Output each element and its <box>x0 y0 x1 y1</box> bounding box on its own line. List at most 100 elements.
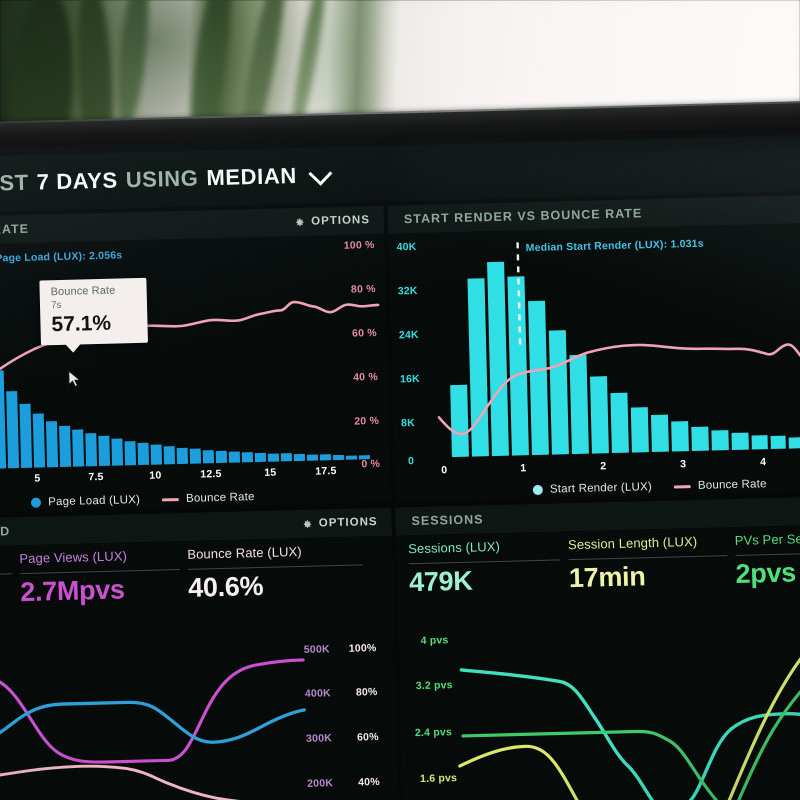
panel-sessions: SESSIONS Sessions (LUX) 479K <box>395 494 800 800</box>
legend-item-bounce-rate[interactable]: Bounce Rate <box>673 478 767 492</box>
panel-title: START RENDER VS BOUNCE RATE <box>403 206 643 227</box>
y-tick: 1.6 pvs <box>419 772 458 786</box>
chart-page-load-vs-bounce-rate[interactable] <box>0 234 391 514</box>
y-tick: 80% <box>355 686 378 699</box>
y-tick: 40 % <box>353 370 379 384</box>
metric-cards: LUX) Page Views (LUX) 2.7Mpvs Bounce Rat… <box>0 536 394 612</box>
metric-cards: Sessions (LUX) 479K Session Length (LUX)… <box>396 523 800 599</box>
line-series-bounce-rate <box>437 336 800 436</box>
metric-card-bounce-rate[interactable]: Bounce Rate (LUX) 40.6% <box>187 536 364 603</box>
x-tick: 5 <box>34 472 41 485</box>
legend-label: Page Load (LUX) <box>48 494 141 509</box>
metric-divider <box>735 550 800 556</box>
legend-item-bounce-rate[interactable]: Bounce Rate <box>161 491 255 505</box>
metric-value: 479K <box>408 565 473 598</box>
y-tick: 16K <box>399 372 421 386</box>
plant-leaf <box>111 0 155 131</box>
line-series-onload <box>0 700 306 744</box>
y-tick: 40K <box>396 240 417 254</box>
panel-start-render-vs-bounce-rate: START RENDER VS BOUNCE RATE <box>387 192 800 502</box>
x-tick: 12.5 <box>200 467 222 481</box>
metric-label: Session Length (LUX) <box>567 533 698 553</box>
x-tick: 7.5 <box>88 470 104 484</box>
y-tick: 80 % <box>350 282 376 296</box>
metric-label: Page Views (LUX) <box>19 548 128 567</box>
dashboard-root: LAST 7 DAYS USING MEDIAN VS BOUNCE RATE … <box>0 132 800 800</box>
legend-line-icon <box>673 484 691 488</box>
header-prefix: LAST <box>0 169 30 197</box>
y-tick: 3.2 pvs <box>415 679 453 693</box>
gear-icon <box>304 519 312 528</box>
gear-icon <box>296 217 304 226</box>
options-button[interactable]: OPTIONS <box>294 214 370 228</box>
line-series-bounce-rate <box>0 764 309 800</box>
x-tick: 10 <box>149 469 162 482</box>
chevron-down-icon[interactable] <box>308 161 333 186</box>
metric-card-onload[interactable]: LUX) <box>0 545 13 611</box>
y-tick: 100% <box>348 642 377 655</box>
y-tick: 0 <box>407 455 415 468</box>
metric-card-sessions[interactable]: Sessions (LUX) 479K <box>408 531 561 598</box>
panel-body: LUX) Page Views (LUX) 2.7Mpvs Bounce Rat… <box>0 536 399 800</box>
y-tick: 60% <box>356 731 379 744</box>
legend-label: Bounce Rate <box>185 491 255 505</box>
header-range: 7 DAYS <box>36 167 119 195</box>
tooltip-value: 57.1% <box>51 311 112 336</box>
bounce-rate-tooltip: Bounce Rate 7s 57.1% <box>39 277 148 353</box>
x-tick: 2 <box>600 460 607 473</box>
metric-value: 17min <box>568 561 646 594</box>
line-series-pvs-per-session <box>459 668 800 800</box>
header-using: USING <box>125 165 199 193</box>
y-tick: 40% <box>358 776 380 789</box>
line-series-page-views <box>0 658 305 764</box>
panel-body: Sessions (LUX) 479K Session Length (LUX)… <box>396 523 800 800</box>
panel-title: SESSIONS <box>411 512 484 529</box>
mouse-cursor-icon <box>68 369 82 388</box>
y-tick: 200K <box>307 777 334 790</box>
y-tick: 300K <box>305 732 333 745</box>
chart-page-views-vs-onload[interactable] <box>0 622 399 800</box>
options-button[interactable]: OPTIONS <box>302 516 378 530</box>
panel-header: G VS ONLOAD OPTIONS <box>0 507 392 549</box>
y-tick: 100 % <box>343 238 375 252</box>
metric-label: Sessions (LUX) <box>408 538 501 557</box>
bar-series-start-render <box>450 261 800 458</box>
median-vline <box>516 242 522 345</box>
panel-page-views-vs-onload: G VS ONLOAD OPTIONS LUX) <box>0 507 400 800</box>
chart-start-render-vs-bounce-rate[interactable] <box>388 221 800 502</box>
y-tick: 2.4 pvs <box>414 726 453 740</box>
y-tick: 24K <box>398 328 419 342</box>
metric-value <box>0 577 12 580</box>
x-tick: 0 <box>441 464 448 477</box>
y-tick: 4 pvs <box>420 634 449 647</box>
panel-body: Median Page Load (LUX): 2.056s 100 % 80 … <box>0 234 391 514</box>
metric-card-session-length[interactable]: Session Length (LUX) 17min <box>568 527 728 594</box>
x-tick: 3 <box>680 458 687 471</box>
chart-sessions[interactable] <box>398 609 800 800</box>
page-title: LAST 7 DAYS USING MEDIAN <box>0 161 333 197</box>
panel-header: VS BOUNCE RATE OPTIONS <box>0 205 385 247</box>
y-tick: 32K <box>397 284 418 298</box>
tooltip-pointer <box>64 343 82 353</box>
y-tick: 20 % <box>354 414 380 428</box>
laptop-screen: LAST 7 DAYS USING MEDIAN VS BOUNCE RATE … <box>0 126 800 800</box>
metric-label: PVs Per Session <box>734 530 800 548</box>
line-series-session-length <box>458 744 595 800</box>
bar-series-page-load <box>0 370 370 469</box>
y-tick: 8K <box>400 417 416 430</box>
legend-label: Bounce Rate <box>697 478 767 492</box>
panel-body: Median Start Render (LUX): 1.031s 40K 32… <box>388 221 800 502</box>
line-series-sessions-rise <box>731 675 800 800</box>
tooltip-subtitle: 7s <box>50 299 62 311</box>
legend-dot-icon <box>31 497 42 508</box>
panel-title: VS BOUNCE RATE <box>0 221 30 239</box>
metric-value: 2pvs <box>735 557 797 589</box>
x-tick: 1 <box>520 462 527 475</box>
panel-page-load-vs-bounce-rate: VS BOUNCE RATE OPTIONS <box>0 205 392 515</box>
x-tick: 15 <box>264 466 277 479</box>
metric-card-pvs-per-session[interactable]: PVs Per Session 2pvs <box>734 523 800 590</box>
y-tick: 60 % <box>351 326 377 340</box>
metric-value: 40.6% <box>187 570 264 603</box>
metric-card-page-views[interactable]: Page Views (LUX) 2.7Mpvs <box>19 541 181 608</box>
